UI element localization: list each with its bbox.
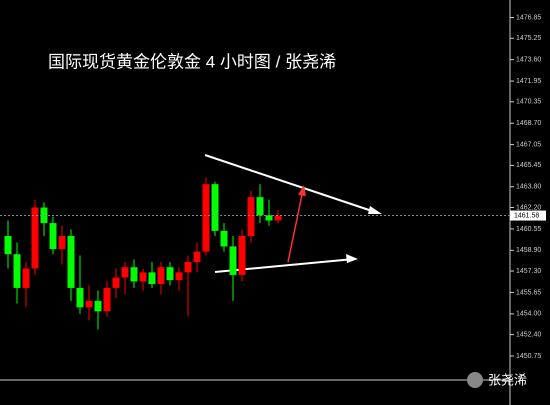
candle-body <box>103 287 111 312</box>
wechat-icon <box>467 372 483 388</box>
candle-body <box>13 254 21 288</box>
candle-body <box>31 207 39 269</box>
y-tick-label: 1462.20 <box>516 204 541 211</box>
price-label: 1461.58 <box>514 212 539 219</box>
candle-body <box>166 267 174 281</box>
candle-body <box>148 272 156 285</box>
candle-body <box>49 223 57 250</box>
candle-body <box>274 215 282 221</box>
candle-body <box>220 230 228 247</box>
y-tick-label: 1470.35 <box>516 99 541 106</box>
trend-arrow <box>204 154 379 214</box>
y-tick-label: 1450.75 <box>516 353 541 360</box>
candle-body <box>229 246 237 275</box>
candle-body <box>202 184 210 252</box>
price-box <box>510 210 546 221</box>
candle-body <box>139 272 147 282</box>
y-tick-label: 1475.25 <box>516 35 541 42</box>
candle-body <box>238 236 246 275</box>
watermark: 张尧浠 <box>488 372 527 387</box>
y-tick-label: 1460.55 <box>516 226 541 233</box>
candle-body <box>247 197 255 237</box>
candle-body <box>211 184 219 231</box>
y-tick-label: 1465.45 <box>516 162 541 169</box>
y-tick-label: 1452.40 <box>516 331 541 338</box>
y-tick-label: 1467.05 <box>516 141 541 148</box>
candle-body <box>193 251 201 262</box>
candle-body <box>175 272 183 281</box>
y-tick-label: 1476.85 <box>516 14 541 21</box>
y-tick-label: 1454.00 <box>516 311 541 318</box>
candle-body <box>76 287 84 308</box>
candle-body <box>67 236 75 288</box>
candle-body <box>265 215 273 221</box>
candle-body <box>94 300 102 312</box>
y-tick-label: 1463.80 <box>516 184 541 191</box>
chart-title: 国际现货黄金伦敦金 4 小时图 / 张尧浠 <box>48 52 336 71</box>
red-arrow <box>287 189 304 263</box>
candle-body <box>22 268 30 288</box>
candle-body <box>85 300 93 308</box>
trend-arrow <box>214 258 355 273</box>
y-tick-label: 1455.65 <box>516 289 541 296</box>
y-tick-label: 1468.70 <box>516 120 541 127</box>
candle-body <box>112 277 120 288</box>
y-tick-label: 1473.60 <box>516 57 541 64</box>
candle-body <box>130 267 138 282</box>
arrow-head <box>298 185 306 196</box>
candle-body <box>121 267 129 278</box>
candle-body <box>157 267 165 285</box>
arrow-head <box>368 206 382 214</box>
y-tick-label: 1457.30 <box>516 268 541 275</box>
candle-body <box>256 197 264 216</box>
candle-body <box>4 236 12 255</box>
candle-body <box>184 261 192 273</box>
candle-body <box>58 236 66 250</box>
arrow-head <box>346 254 358 263</box>
y-tick-label: 1471.95 <box>516 78 541 85</box>
y-tick-label: 1458.90 <box>516 247 541 254</box>
